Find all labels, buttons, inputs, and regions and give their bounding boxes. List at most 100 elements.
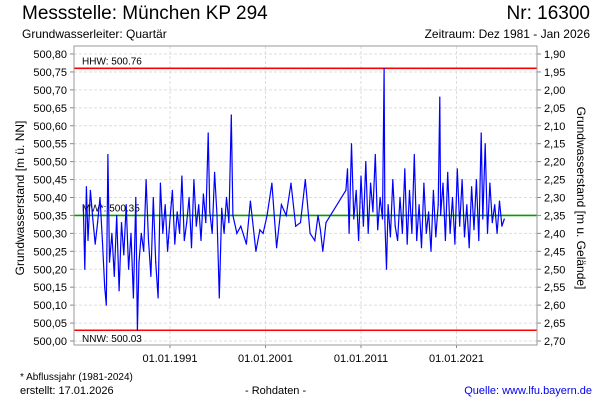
data-point xyxy=(176,211,178,213)
y-axis-label-left: Grundwasserstand [m ü. NN] xyxy=(13,121,27,276)
data-point xyxy=(159,182,162,184)
y-tick-label-left: 500,80 xyxy=(33,49,67,61)
data-point xyxy=(280,204,283,206)
data-point xyxy=(482,218,484,220)
data-point xyxy=(245,243,247,245)
data-point xyxy=(496,232,498,234)
data-point xyxy=(369,182,372,184)
y-tick-label-right: 2,65 xyxy=(544,318,565,330)
data-point xyxy=(475,178,477,181)
data-point xyxy=(205,222,207,224)
footnote: * Abflussjahr (1981-2024) xyxy=(20,372,133,383)
data-point xyxy=(459,225,461,227)
data-point xyxy=(466,204,468,206)
y-tick-label-left: 500,75 xyxy=(33,67,67,79)
data-point xyxy=(162,232,164,234)
y-tick-label-right: 2,05 xyxy=(544,103,565,115)
y-tick-label-left: 500,10 xyxy=(33,300,67,312)
data-point xyxy=(221,207,223,209)
data-point xyxy=(135,196,137,199)
data-point xyxy=(164,204,166,206)
data-point xyxy=(223,232,225,234)
data-point xyxy=(362,225,364,227)
data-point xyxy=(322,250,324,252)
data-point xyxy=(174,243,176,245)
data-point xyxy=(399,196,401,199)
data-point xyxy=(228,222,230,224)
data-point xyxy=(225,196,228,199)
data-point xyxy=(325,222,327,224)
y-tick-label-left: 500,35 xyxy=(33,210,67,222)
data-point xyxy=(416,239,418,242)
data-point xyxy=(84,268,86,270)
source-link[interactable]: Quelle: www.lfu.bayern.de xyxy=(464,385,592,397)
data-point xyxy=(317,214,319,217)
data-point xyxy=(456,168,458,170)
data-point xyxy=(240,225,242,227)
data-point xyxy=(128,268,130,270)
data-point xyxy=(444,239,446,242)
data-point xyxy=(389,236,392,238)
data-point xyxy=(118,290,120,292)
y-tick-label-right: 2,50 xyxy=(544,264,565,276)
data-point xyxy=(140,232,142,234)
data-point xyxy=(171,189,173,191)
data-point xyxy=(411,232,413,234)
data-point xyxy=(285,214,287,217)
y-tick-label-right: 2,45 xyxy=(544,246,565,258)
data-point xyxy=(439,96,441,98)
x-tick-label: 01.01.2011 xyxy=(334,353,388,365)
y-tick-label-right: 2,20 xyxy=(544,157,565,169)
data-point xyxy=(111,232,113,234)
data-point xyxy=(418,204,420,206)
data-point xyxy=(195,225,197,227)
y-tick-label-right: 2,55 xyxy=(544,282,565,294)
reference-line-label: NNW: 500.03 xyxy=(82,334,142,345)
data-point xyxy=(266,214,268,217)
data-point xyxy=(104,286,106,288)
data-point xyxy=(255,250,257,252)
data-point xyxy=(377,229,379,231)
data-point xyxy=(181,175,183,177)
period-label: Zeitraum: Dez 1981 - Jan 2026 xyxy=(424,27,590,41)
data-point xyxy=(295,225,297,227)
data-point xyxy=(125,204,127,206)
data-point xyxy=(385,268,388,270)
data-point xyxy=(150,275,152,278)
data-point xyxy=(271,182,273,184)
y-tick-label-left: 500,30 xyxy=(33,228,67,240)
data-point xyxy=(200,239,202,242)
data-point xyxy=(387,204,389,206)
data-point xyxy=(425,232,427,234)
data-point xyxy=(169,218,171,220)
data-point xyxy=(152,196,154,199)
data-point xyxy=(384,222,386,224)
data-point xyxy=(145,178,147,181)
data-point xyxy=(486,232,489,234)
y-axis-label-right: Grundwasserstand [m u. Gelände] xyxy=(574,107,588,290)
y-tick-label-left: 500,55 xyxy=(33,139,67,151)
data-point xyxy=(202,193,205,195)
y-tick-label-right: 2,15 xyxy=(544,139,565,151)
data-point xyxy=(92,218,94,220)
data-point xyxy=(451,196,454,199)
data-point xyxy=(365,161,367,163)
data-point xyxy=(276,247,278,249)
data-point xyxy=(259,229,261,231)
y-tick-label-left: 500,25 xyxy=(33,246,67,258)
data-point xyxy=(82,204,84,206)
data-point xyxy=(183,239,185,242)
data-point xyxy=(314,239,316,242)
data-point xyxy=(437,204,439,206)
data-point xyxy=(447,171,449,173)
y-tick-label-right: 2,25 xyxy=(544,175,565,187)
data-point xyxy=(404,168,406,170)
data-point xyxy=(101,239,103,242)
data-point xyxy=(85,186,88,188)
data-point xyxy=(350,143,353,145)
data-point xyxy=(489,182,491,184)
data-point xyxy=(413,153,415,156)
x-tick-label: 01.01.2001 xyxy=(238,353,293,365)
y-tick-label-right: 2,30 xyxy=(544,193,565,205)
data-point xyxy=(501,225,503,227)
